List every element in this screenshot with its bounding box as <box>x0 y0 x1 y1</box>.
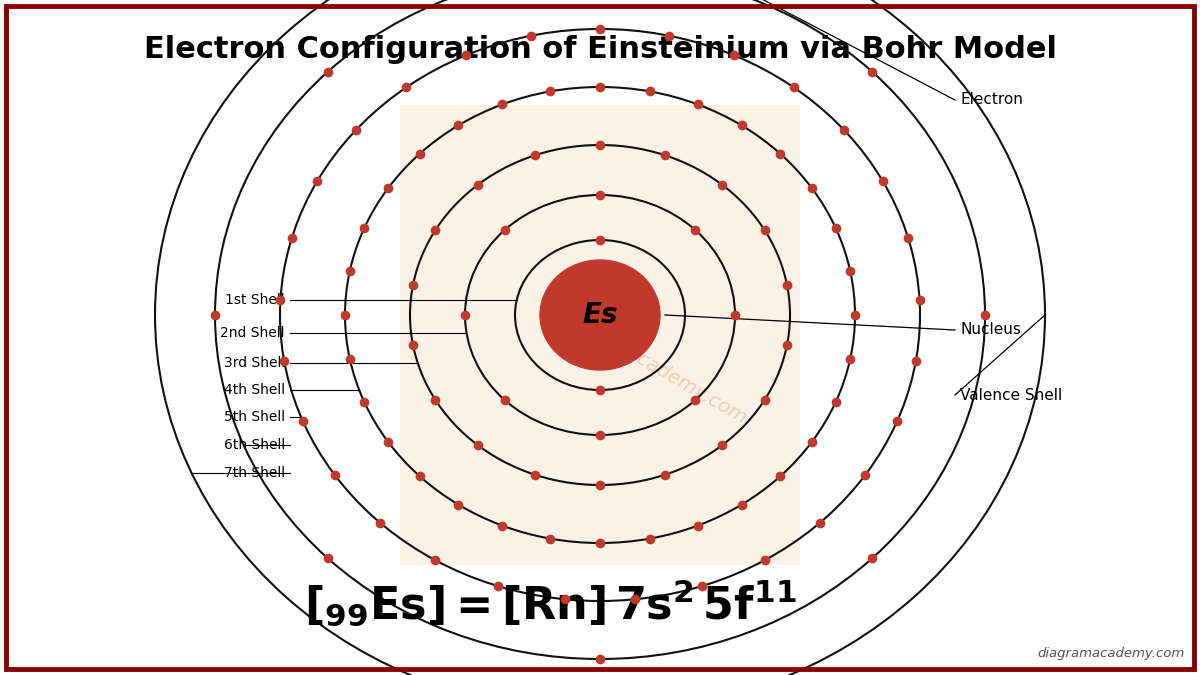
Text: $\mathbf{[_{99}Es] = [Rn]\,7s^{2}\,5f^{11}}$: $\mathbf{[_{99}Es] = [Rn]\,7s^{2}\,5f^{1… <box>304 577 797 628</box>
Text: 2nd Shell: 2nd Shell <box>221 326 286 340</box>
Text: 4th Shell: 4th Shell <box>224 383 286 397</box>
Text: 3rd Shell: 3rd Shell <box>223 356 286 370</box>
Text: diagramacademy.com: diagramacademy.com <box>1038 647 1186 660</box>
Text: Diagramacademy.com: Diagramacademy.com <box>550 302 750 428</box>
Text: 6th Shell: 6th Shell <box>223 438 286 452</box>
Text: Es: Es <box>582 301 618 329</box>
Text: Nucleus: Nucleus <box>960 323 1021 338</box>
Text: 5th Shell: 5th Shell <box>224 410 286 424</box>
Text: Electron Configuration of Einsteinium via Bohr Model: Electron Configuration of Einsteinium vi… <box>144 35 1056 64</box>
Text: 1st Shell: 1st Shell <box>226 293 286 307</box>
Text: Electron: Electron <box>960 92 1022 107</box>
Ellipse shape <box>540 260 660 370</box>
Text: 7th Shell: 7th Shell <box>224 466 286 480</box>
Text: Valence Shell: Valence Shell <box>960 387 1062 402</box>
Bar <box>400 105 800 565</box>
